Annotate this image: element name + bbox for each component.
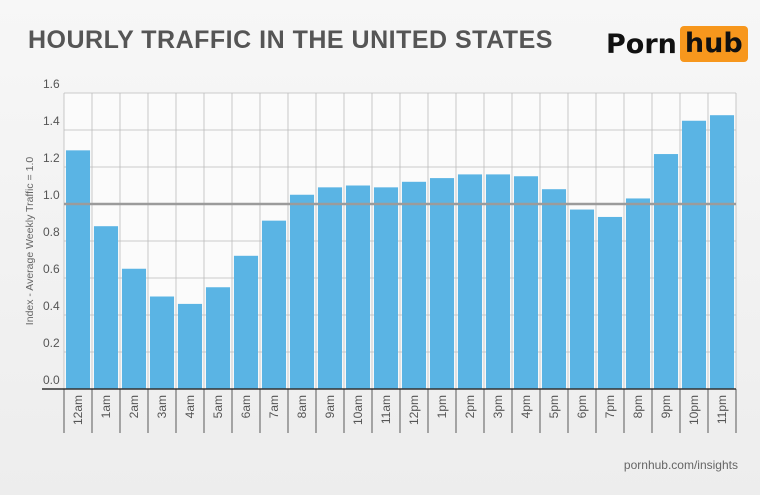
bar-10am xyxy=(345,185,371,389)
bar-1am xyxy=(93,226,119,389)
bar-3pm xyxy=(485,174,511,389)
x-tick-label: 12pm xyxy=(407,395,421,425)
x-tick-label: 9am xyxy=(323,395,337,418)
bar-10pm xyxy=(681,120,707,389)
x-tick-label: 3am xyxy=(155,395,169,418)
x-tick-label: 7am xyxy=(267,395,281,418)
x-tick-label: 4am xyxy=(183,395,197,418)
y-axis-label: Index - Average Weekly Traffic = 1.0 xyxy=(24,157,36,326)
x-tick-label: 7pm xyxy=(603,395,617,418)
bar-9pm xyxy=(653,154,679,389)
x-tick-label: 11pm xyxy=(715,395,729,424)
bar-11pm xyxy=(709,115,735,389)
bar-6pm xyxy=(569,209,595,389)
source-link[interactable]: pornhub.com/insights xyxy=(623,458,738,472)
logo-text-right: hub xyxy=(679,26,748,62)
y-tick-label: 0.8 xyxy=(43,225,60,239)
bar-5pm xyxy=(541,189,567,389)
y-tick-label: 1.0 xyxy=(43,188,60,202)
x-tick-label: 5pm xyxy=(547,395,561,418)
bar-12am xyxy=(65,150,91,389)
bar-4am xyxy=(177,303,203,389)
x-tick-label: 2am xyxy=(127,395,141,418)
bar-8pm xyxy=(625,198,651,389)
y-tick-label: 1.2 xyxy=(43,151,60,165)
x-tick-label: 5am xyxy=(211,395,225,418)
y-tick-label: 0.2 xyxy=(43,336,60,350)
x-tick-label: 2pm xyxy=(463,395,477,418)
bar-7am xyxy=(261,220,287,389)
logo-text-left: Porn xyxy=(606,28,677,60)
bar-8am xyxy=(289,194,315,389)
bar-3am xyxy=(149,296,175,389)
bar-6am xyxy=(233,255,259,389)
x-tick-label: 1pm xyxy=(435,395,449,418)
bar-2pm xyxy=(457,174,483,389)
y-tick-label: 1.4 xyxy=(43,114,60,128)
y-tick-label: 0.4 xyxy=(43,299,60,313)
chart-title: HOURLY TRAFFIC IN THE UNITED STATES xyxy=(28,26,553,54)
x-tick-label: 3pm xyxy=(491,395,505,418)
bar-7pm xyxy=(597,216,623,389)
bar-9am xyxy=(317,187,343,389)
x-tick-label: 6pm xyxy=(575,395,589,418)
x-tick-label: 12am xyxy=(71,395,85,425)
bar-4pm xyxy=(513,176,539,389)
x-tick-label: 4pm xyxy=(519,395,533,418)
x-tick-label: 8pm xyxy=(631,395,645,418)
bar-5am xyxy=(205,287,231,389)
y-tick-label: 0.6 xyxy=(43,262,60,276)
bar-2am xyxy=(121,268,147,389)
x-tick-label: 1am xyxy=(99,395,113,418)
bar-12pm xyxy=(401,181,427,389)
y-tick-label: 1.6 xyxy=(43,77,60,91)
y-tick-label: 0.0 xyxy=(43,373,60,387)
brand-logo: Porn hub xyxy=(606,26,748,62)
x-tick-label: 10pm xyxy=(687,395,701,425)
bar-11am xyxy=(373,187,399,389)
x-tick-label: 10am xyxy=(351,395,365,425)
x-tick-label: 11am xyxy=(379,395,393,424)
x-tick-label: 8am xyxy=(295,395,309,418)
x-tick-label: 6am xyxy=(239,395,253,418)
x-tick-label: 9pm xyxy=(659,395,673,418)
bar-1pm xyxy=(429,178,455,389)
